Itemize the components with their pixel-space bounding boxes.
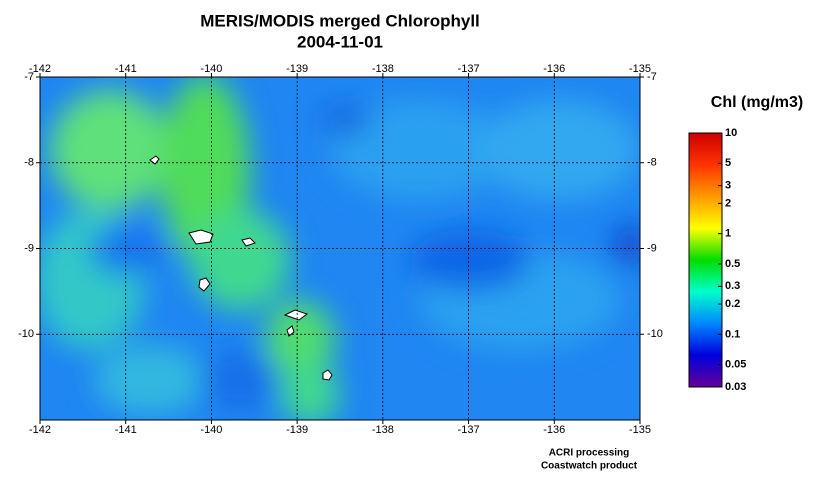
credit: Coastwatch product [541, 461, 638, 472]
x-tick-label: -135 [629, 63, 651, 75]
x-tick-label: -142 [29, 424, 51, 436]
y-tick-label: -8 [24, 157, 34, 169]
x-tick-label: -137 [458, 424, 480, 436]
x-tick-label: -142 [29, 63, 51, 75]
y-tick-label: -9 [647, 242, 657, 254]
colorbar-label: 1 [725, 228, 731, 240]
x-tick-label: -136 [543, 63, 565, 75]
x-tick-label: -136 [543, 424, 565, 436]
islands [149, 155, 333, 381]
y-tick-label: -8 [647, 157, 657, 169]
colorbar-label: 2 [725, 197, 731, 209]
x-tick-label: -138 [372, 424, 394, 436]
colorbar-label: 0.2 [725, 298, 740, 310]
x-tick-label: -140 [200, 424, 222, 436]
x-tick-label: -138 [372, 63, 394, 75]
x-tick-label: -141 [115, 424, 137, 436]
x-tick-label: -140 [200, 63, 222, 75]
colorbar-label: 0.1 [725, 328, 740, 340]
colorbar-title: Chl (mg/m3) [711, 94, 803, 111]
colorbar-label: 0.05 [725, 359, 746, 371]
colorbar-label: 5 [725, 157, 731, 169]
date: 2004-11-01 [297, 32, 383, 51]
field-patches [40, 77, 640, 420]
y-tick-label: -10 [18, 328, 34, 340]
x-tick-label: -141 [115, 63, 137, 75]
x-tick-label: -137 [458, 63, 480, 75]
x-tick-label: -139 [286, 424, 308, 436]
colorbar-label: 0.03 [725, 381, 746, 393]
y-tick-label: -7 [647, 71, 657, 83]
colorbar-label: 10 [725, 127, 737, 139]
y-tick-label: -10 [647, 328, 663, 340]
y-tick-label: -7 [24, 71, 34, 83]
x-tick-label: -135 [629, 424, 651, 436]
credit: ACRI processing [549, 448, 630, 459]
chlorophyll-field [40, 77, 640, 420]
colorbar-label: 0.5 [725, 258, 740, 270]
colorbar [688, 132, 723, 388]
y-tick-label: -9 [24, 242, 34, 254]
x-tick-label: -139 [286, 63, 308, 75]
colorbar-label: 3 [725, 180, 731, 192]
title: MERIS/MODIS merged Chlorophyll [200, 11, 480, 30]
colorbar-label: 0.3 [725, 280, 740, 292]
